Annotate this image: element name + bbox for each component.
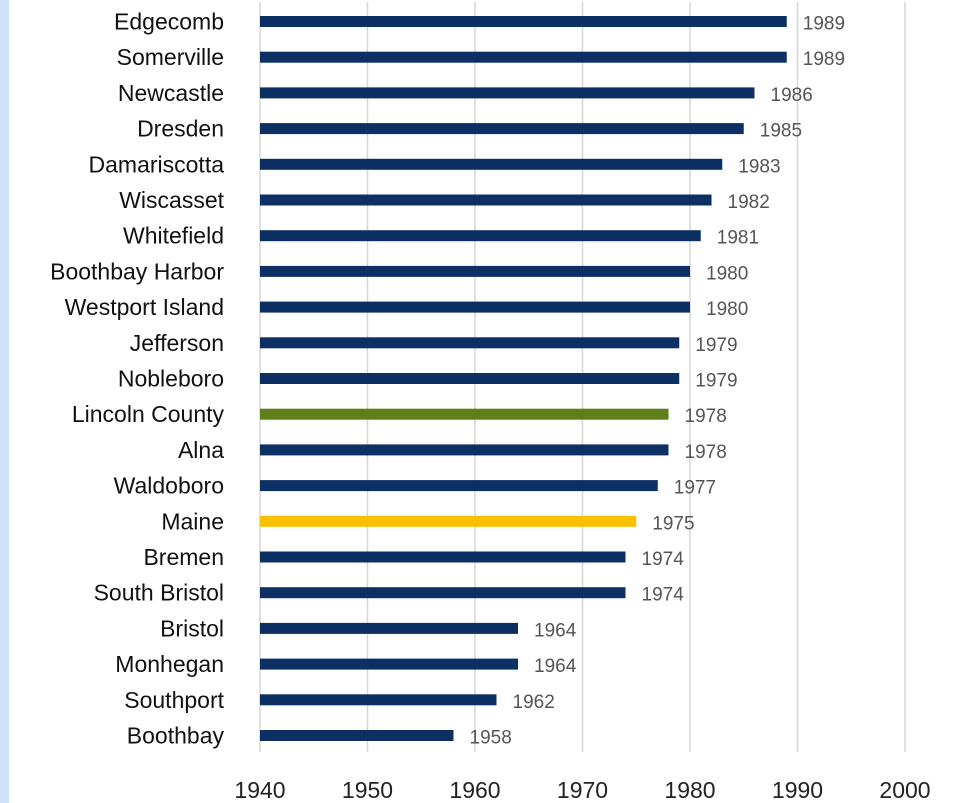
data-label: 1958 [470,728,512,749]
category-label: Alna [178,437,224,463]
bar [260,622,518,634]
bar [260,551,626,563]
x-tick-label: 1990 [772,777,823,803]
bar [260,658,518,670]
data-label: 1962 [513,692,555,713]
data-label: 1981 [717,228,759,249]
x-tick-label: 1940 [234,777,285,803]
data-label: 1978 [685,406,727,427]
x-tick-label: 1950 [342,777,393,803]
data-label: 1964 [534,656,577,677]
bar [260,123,744,135]
category-label: Whitefield [123,223,224,249]
category-label: Boothbay [127,723,225,749]
category-label: Bremen [143,544,224,570]
data-label: 1977 [674,478,716,499]
bar [260,480,658,492]
category-label: Southport [124,687,224,713]
value-axis: 1940 1950 1960 1970 1980 1990 2000 [234,777,930,803]
x-tick-label: 1970 [557,777,608,803]
category-label: Somerville [117,44,224,70]
data-label: 1975 [652,513,694,534]
bar [260,16,787,27]
bar [260,515,637,527]
data-label: 1989 [803,49,845,70]
bar [260,194,712,206]
bar [260,730,454,741]
category-label: Maine [161,508,224,534]
category-label: Jefferson [130,330,224,356]
category-label: Lincoln County [72,401,225,427]
data-label: 1982 [728,192,770,213]
bar [260,408,669,420]
bar [260,230,701,242]
bar [260,337,680,349]
category-label: Nobleboro [118,366,224,392]
bar [260,587,626,599]
data-label: 1974 [642,585,685,606]
category-label: Wiscasset [119,187,224,213]
category-label: South Bristol [94,580,224,606]
data-label: 1980 [706,263,748,284]
bar [260,444,669,456]
bar [260,694,497,706]
data-labels: 1989 1989 1986 1985 1983 1982 1981 1980 1980 1979… [470,14,846,749]
data-label: 1985 [760,121,802,142]
category-label: Boothbay Harbor [50,258,224,284]
bar [260,373,680,384]
bar [260,301,690,313]
data-label: 1974 [642,549,685,570]
bar [260,87,755,99]
category-label: Damariscotta [89,151,225,177]
category-label: Dresden [137,116,224,142]
category-label: Waldoboro [114,473,224,499]
category-label: Newcastle [118,80,224,106]
category-label: Monhegan [115,651,224,677]
category-label: Bristol [160,615,224,641]
x-tick-label: 2000 [879,777,930,803]
category-labels: Edgecomb Somerville Newcastle Dresden Damari… [50,9,224,749]
data-label: 1989 [803,14,845,35]
bar [260,51,787,63]
data-label: 1980 [706,299,748,320]
left-edge-strip [0,0,9,803]
data-label: 1978 [685,442,727,463]
x-tick-label: 1960 [449,777,500,803]
x-tick-label: 1980 [664,777,715,803]
category-label: Edgecomb [114,9,224,35]
data-label: 1979 [695,371,737,392]
category-label: Westport Island [65,294,224,320]
data-label: 1979 [695,335,737,356]
data-label: 1986 [771,85,813,106]
bar [260,265,690,277]
bar [260,158,723,170]
data-label: 1983 [738,156,780,177]
bars [260,16,787,741]
data-label: 1964 [534,620,577,641]
